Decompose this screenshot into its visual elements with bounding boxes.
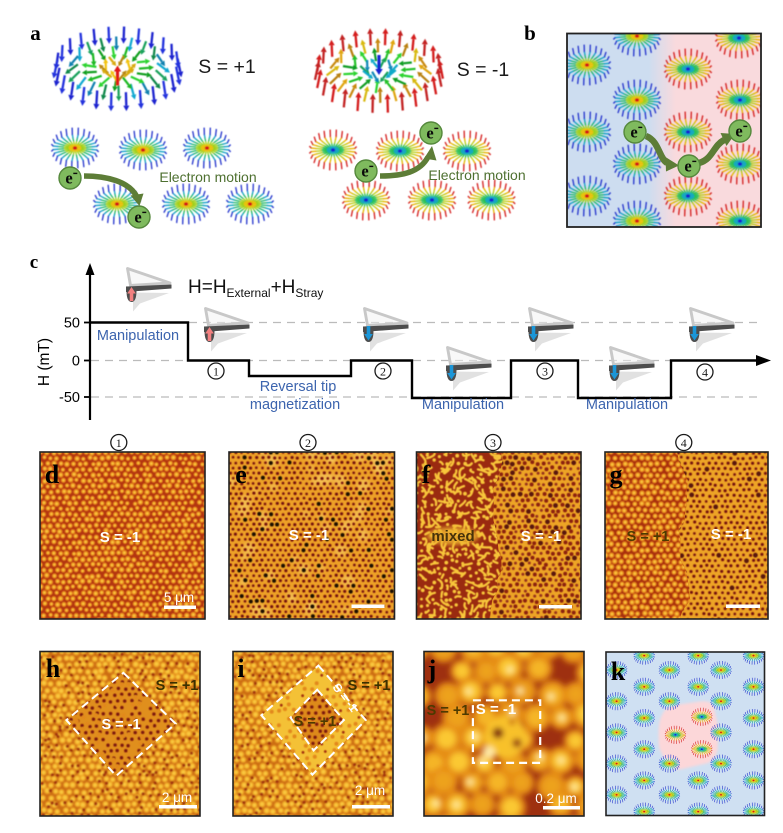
svg-text:i: i (237, 654, 244, 683)
svg-text:e: e (735, 122, 742, 141)
svg-text:g: g (610, 460, 623, 489)
svg-text:S = +1: S = +1 (627, 529, 670, 545)
svg-text:b: b (524, 21, 536, 45)
svg-text:e: e (65, 169, 72, 188)
svg-text:Manipulation: Manipulation (422, 397, 504, 413)
svg-text:50: 50 (64, 316, 80, 332)
svg-text:S = +1: S = +1 (156, 678, 199, 694)
svg-text:S = +1: S = +1 (427, 703, 470, 719)
svg-text:3: 3 (490, 436, 496, 450)
svg-text:c: c (30, 252, 38, 273)
svg-text:3: 3 (542, 364, 548, 378)
svg-text:e: e (684, 157, 691, 176)
svg-text:j: j (427, 655, 437, 684)
svg-text:Manipulation: Manipulation (97, 328, 179, 344)
svg-text:0.2 μm: 0.2 μm (535, 791, 577, 806)
svg-text:S = -1: S = -1 (476, 701, 516, 718)
svg-text:e: e (235, 460, 247, 489)
svg-text:S = -1: S = -1 (289, 527, 329, 544)
svg-text:e: e (361, 162, 368, 181)
svg-text:k: k (611, 657, 626, 686)
svg-text:magnetization: magnetization (250, 397, 340, 413)
svg-text:5 μm: 5 μm (164, 590, 194, 605)
svg-text:2 μm: 2 μm (162, 790, 192, 805)
svg-text:4: 4 (681, 436, 687, 450)
svg-text:S = +1: S = +1 (198, 56, 255, 78)
svg-text:Manipulation: Manipulation (586, 397, 668, 413)
svg-text:Electron motion: Electron motion (159, 169, 256, 185)
svg-text:1: 1 (213, 364, 219, 378)
svg-text:Electron motion: Electron motion (428, 167, 525, 183)
svg-text:2 μm: 2 μm (355, 783, 385, 798)
svg-text:H (mT): H (mT) (36, 338, 53, 386)
svg-text:e: e (630, 123, 637, 142)
svg-text:d: d (45, 460, 60, 489)
svg-text:S = -1: S = -1 (521, 528, 561, 545)
svg-text:h: h (46, 654, 61, 683)
svg-text:e: e (426, 124, 433, 143)
svg-text:mixed: mixed (431, 528, 474, 545)
svg-text:S = +1: S = +1 (348, 678, 391, 694)
svg-text:f: f (422, 460, 431, 489)
svg-text:S = -1: S = -1 (100, 529, 140, 546)
svg-text:a: a (30, 21, 41, 45)
svg-text:2: 2 (380, 364, 386, 378)
svg-text:2: 2 (305, 436, 311, 450)
svg-text:-50: -50 (59, 390, 80, 406)
svg-text:S = -1: S = -1 (711, 526, 751, 543)
svg-text:4: 4 (702, 365, 708, 379)
svg-text:0: 0 (72, 354, 80, 370)
svg-text:S = -1: S = -1 (101, 717, 140, 733)
svg-text:S = -1: S = -1 (457, 59, 510, 81)
svg-text:1: 1 (116, 436, 122, 450)
svg-text:Reversal tip: Reversal tip (260, 379, 337, 395)
svg-text:e: e (134, 208, 141, 227)
svg-text:S = +1: S = +1 (294, 714, 337, 730)
